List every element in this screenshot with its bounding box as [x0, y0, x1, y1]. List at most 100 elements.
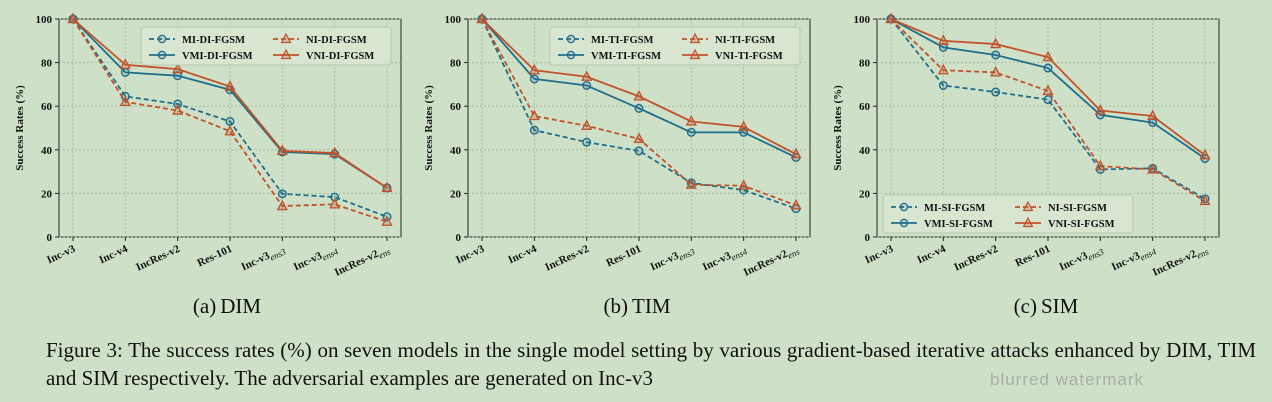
data-point [120, 67, 130, 77]
legend-marker [280, 48, 292, 60]
y-axis-label: Success Rates (%) [423, 85, 435, 171]
data-point [1148, 118, 1158, 128]
legend-marker [689, 32, 701, 44]
data-point [1147, 109, 1159, 121]
tick-label-x: Inc-v3 [863, 243, 896, 267]
tick-label-y: 100 [445, 14, 462, 26]
tick-label-y: 40 [450, 145, 462, 157]
data-point [633, 90, 645, 101]
tick-label-y: 80 [41, 58, 53, 70]
data-point [381, 181, 393, 193]
data-point [885, 12, 897, 24]
legend-label: VMI-SI-FGSM [924, 219, 993, 230]
series-line-mi-ti-fgsm [481, 18, 797, 210]
tick-label-x-main: Inc-v3 [45, 243, 78, 267]
tick-label-y: 100 [36, 14, 53, 26]
legend-label: MI-TI-FGSM [591, 35, 654, 46]
data-point [329, 146, 341, 158]
tick-label-x: Inc-v4 [97, 243, 130, 267]
tick-label-y: 40 [41, 145, 53, 157]
tick-label-x-main: Inc-v4 [915, 243, 948, 267]
series-line-ni-di-fgsm [72, 18, 388, 223]
tick-label-x-main: Inc-v4 [506, 243, 539, 267]
data-point [529, 125, 539, 135]
data-point [938, 42, 948, 52]
tick-label-x-sub: ens4 [1139, 246, 1159, 262]
data-point [276, 144, 288, 156]
subcaption-c: (c) SIM [944, 294, 1144, 319]
tick-label-x-sub: ens3 [677, 246, 697, 262]
tick-label-y: 20 [859, 188, 871, 200]
data-point [1094, 159, 1106, 171]
data-point [224, 124, 236, 136]
series-line-vni-si-fgsm [890, 18, 1206, 156]
data-point [582, 137, 592, 147]
data-point [119, 58, 131, 69]
tick-label-x: Res-101 [1013, 243, 1052, 270]
data-point [634, 103, 644, 113]
tick-label-x-main: IncRes-v2 [333, 248, 381, 279]
tick-label-y: 20 [450, 188, 462, 200]
data-point [276, 199, 288, 211]
data-point [634, 146, 644, 156]
legend-marker [157, 34, 167, 44]
tick-label-x-sub: ens4 [730, 246, 750, 262]
legend-label: NI-DI-FGSM [306, 35, 367, 46]
tick-label-x-main: IncRes-v2 [543, 243, 591, 274]
tick-label-y: 60 [450, 101, 462, 113]
tick-label-x: IncRes-v2 [134, 243, 182, 274]
subcaption-b-name: TIM [632, 294, 671, 318]
data-point [476, 12, 488, 24]
legend-label: VNI-TI-FGSM [715, 51, 783, 62]
y-axis-label: Success Rates (%) [832, 85, 844, 171]
data-point [991, 50, 1001, 60]
legend-label: NI-TI-FGSM [715, 35, 775, 46]
legend-marker [899, 218, 909, 228]
data-point [738, 179, 750, 190]
tick-label-x-main: Res-101 [195, 243, 234, 270]
series-line-ni-ti-fgsm [481, 18, 797, 207]
tick-label-y: 80 [450, 58, 462, 70]
legend-label: MI-DI-FGSM [182, 35, 245, 46]
series-line-mi-di-fgsm [72, 18, 388, 218]
tick-label-x: IncRes-v2ens [333, 243, 393, 281]
tick-label-x-main: IncRes-v2 [1151, 248, 1199, 279]
tick-label-x-main: Res-101 [604, 243, 643, 270]
tick-label-x: IncRes-v2ens [742, 243, 802, 281]
legend-label: VNI-DI-FGSM [306, 51, 374, 62]
y-axis-label: Success Rates (%) [14, 85, 26, 171]
tick-label-y: 0 [47, 232, 53, 244]
data-point [790, 199, 802, 210]
data-point [1043, 95, 1053, 105]
tick-label-x: IncRes-v2 [952, 243, 1000, 274]
data-point [529, 74, 539, 84]
legend-marker [566, 50, 576, 60]
series-line-vmi-ti-fgsm [481, 18, 797, 159]
legend-box [549, 26, 801, 66]
legend-label: VNI-SI-FGSM [1048, 219, 1115, 230]
data-point [685, 115, 697, 126]
tick-label-y: 60 [41, 101, 53, 113]
tick-label-x-sub: ens [1195, 246, 1211, 260]
data-point [937, 34, 949, 45]
subcaption-a-name: DIM [220, 294, 262, 318]
tick-label-x: Res-101 [195, 243, 234, 270]
tick-label-x: IncRes-v2ens [1151, 243, 1211, 281]
data-point [1043, 63, 1053, 73]
data-point [633, 132, 645, 144]
data-point [990, 66, 1002, 77]
data-point [738, 120, 750, 132]
data-point [277, 189, 287, 199]
tick-label-x: Inc-v4 [915, 243, 948, 267]
tick-label-x: Inc-v3 [45, 243, 78, 267]
tick-label-y: 0 [865, 232, 871, 244]
tick-label-x-main: Inc-v3 [863, 243, 896, 267]
tick-label-y: 40 [859, 145, 871, 157]
data-point [119, 95, 131, 106]
data-point [330, 192, 340, 202]
data-point [686, 127, 696, 137]
data-point [991, 87, 1001, 97]
tick-label-x-sub: ens3 [268, 246, 288, 262]
